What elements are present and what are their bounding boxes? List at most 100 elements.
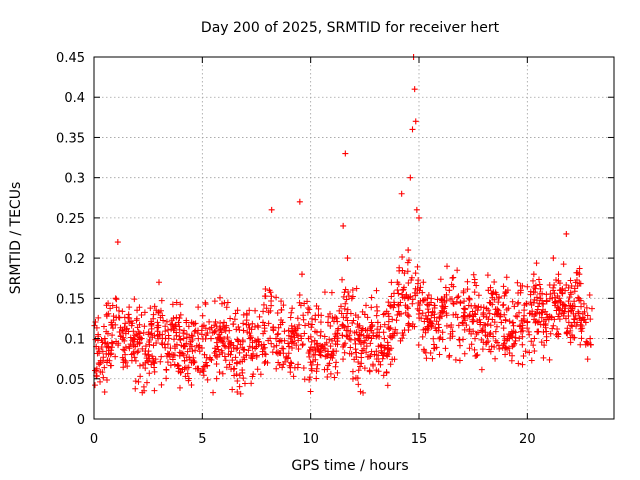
y-tick-label: 0.1 (64, 333, 85, 348)
data-point (139, 345, 146, 352)
data-point (195, 304, 202, 311)
data-point (389, 316, 396, 323)
data-point (500, 325, 507, 332)
data-point (117, 324, 124, 331)
data-point (394, 287, 401, 294)
data-point (307, 388, 314, 395)
data-point (100, 374, 107, 381)
data-point (546, 313, 553, 320)
data-point (471, 346, 478, 353)
data-point (153, 339, 160, 346)
data-point (557, 298, 564, 305)
data-point (455, 293, 462, 300)
data-point (282, 358, 289, 365)
data-point (116, 314, 123, 321)
data-point (236, 372, 243, 379)
data-point (93, 324, 100, 331)
data-point (487, 322, 494, 329)
data-point (487, 330, 494, 337)
data-point (450, 274, 457, 281)
data-point (556, 316, 563, 323)
data-point (442, 345, 449, 352)
data-point (285, 340, 292, 347)
data-point (404, 259, 411, 266)
data-point (434, 296, 441, 303)
data-point (176, 384, 183, 391)
data-point (204, 330, 211, 337)
data-point (475, 292, 482, 299)
data-point (450, 300, 457, 307)
data-point (255, 338, 262, 345)
data-point (468, 330, 475, 337)
data-point (122, 351, 129, 358)
data-point (454, 267, 461, 274)
data-point (400, 332, 407, 339)
data-point (509, 298, 516, 305)
chart-title: Day 200 of 2025, SRMTID for receiver her… (201, 20, 500, 36)
data-point (108, 350, 115, 357)
data-point (95, 314, 102, 321)
data-point (176, 326, 183, 333)
data-point (234, 378, 241, 385)
data-point (352, 346, 359, 353)
data-point (399, 254, 406, 261)
data-point (246, 330, 253, 337)
data-point (357, 363, 364, 370)
data-point (158, 353, 165, 360)
data-point (322, 353, 329, 360)
data-point (307, 359, 314, 366)
data-point (349, 368, 356, 375)
data-point (137, 373, 144, 380)
data-point (412, 118, 419, 125)
data-point (312, 356, 319, 363)
data-point (164, 359, 171, 366)
data-point (102, 339, 109, 346)
data-point (506, 318, 513, 325)
data-point (171, 336, 178, 343)
data-point (388, 345, 395, 352)
data-point (379, 355, 386, 362)
data-point (387, 334, 394, 341)
data-point (230, 321, 237, 328)
data-point (360, 345, 367, 352)
data-point (474, 329, 481, 336)
data-point (97, 368, 104, 375)
data-point (555, 305, 562, 312)
data-point (288, 322, 295, 329)
data-point (230, 344, 237, 351)
data-point (157, 307, 164, 314)
data-point (240, 311, 247, 318)
data-point (314, 361, 321, 368)
data-point (524, 283, 531, 290)
data-point (232, 310, 239, 317)
data-point (567, 277, 574, 284)
data-point (559, 290, 566, 297)
data-point (471, 289, 478, 296)
data-point (447, 296, 454, 303)
data-point (317, 351, 324, 358)
data-point (179, 366, 186, 373)
data-point (527, 299, 534, 306)
data-point (246, 307, 253, 314)
data-point (159, 341, 166, 348)
data-point (355, 324, 362, 331)
data-point (147, 305, 154, 312)
data-point (364, 314, 371, 321)
data-point (439, 329, 446, 336)
data-point (463, 322, 470, 329)
data-point (390, 304, 397, 311)
data-point (212, 352, 219, 359)
data-point (101, 364, 108, 371)
data-point (421, 318, 428, 325)
data-point (516, 309, 523, 316)
data-point (355, 367, 362, 374)
data-point (257, 371, 264, 378)
data-point (480, 304, 487, 311)
data-point (587, 341, 594, 348)
data-point (426, 318, 433, 325)
data-point (306, 376, 313, 383)
data-point (268, 293, 275, 300)
data-point (469, 318, 476, 325)
data-point (387, 361, 394, 368)
